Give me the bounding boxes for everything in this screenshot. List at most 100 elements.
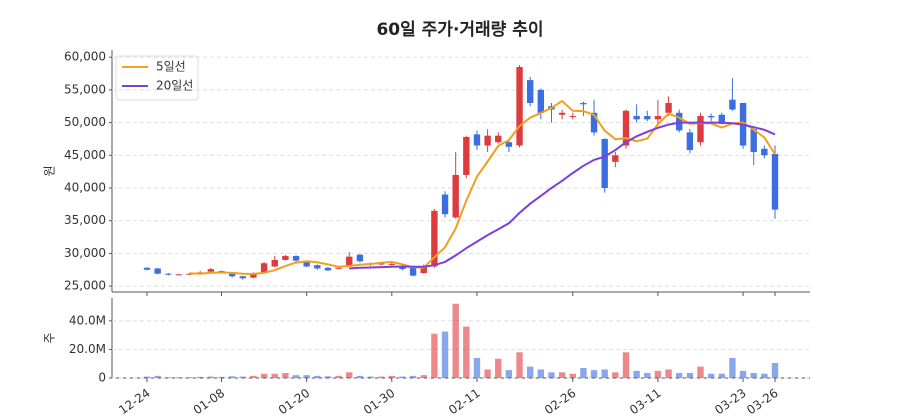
candle-body <box>601 138 608 189</box>
candle-body <box>633 116 640 120</box>
x-tick-label: 03-26 <box>744 386 781 417</box>
volume-bar <box>441 331 449 378</box>
volume-bar <box>473 358 481 378</box>
volume-bar <box>420 375 427 378</box>
volume-bar <box>558 372 566 378</box>
candle-body <box>612 155 619 162</box>
candle-body <box>314 265 321 269</box>
volume-bar <box>324 376 332 378</box>
volume-bar <box>484 369 491 378</box>
volume-bar <box>292 375 300 378</box>
volume-bar <box>729 358 736 378</box>
y-tick-label: 25,000 <box>64 279 106 293</box>
volume-bar <box>463 326 470 378</box>
volume-bar <box>260 373 268 378</box>
candle-body <box>282 256 289 260</box>
y-tick-label: 55,000 <box>64 82 106 96</box>
volume-bar <box>654 370 662 378</box>
candle-body <box>580 102 587 105</box>
candle-body <box>143 267 151 270</box>
volume-bar <box>505 370 513 378</box>
x-tick-label: 01-08 <box>191 386 228 417</box>
candle-body <box>718 114 725 124</box>
volume-bar <box>175 377 183 378</box>
candle-body <box>654 116 662 120</box>
candle-body <box>388 263 396 265</box>
volume-bar <box>218 376 225 378</box>
ma-line <box>189 99 776 275</box>
volume-bar <box>377 376 385 378</box>
candle-body <box>165 273 172 275</box>
candle-body <box>441 194 449 215</box>
candle-body <box>420 266 427 274</box>
candle-body <box>516 67 523 146</box>
volume-bar <box>452 303 459 378</box>
volume-bar <box>346 372 353 378</box>
candle-body <box>590 112 598 133</box>
volume-bar <box>207 376 215 378</box>
volume-bar <box>622 352 630 378</box>
x-tick-label: 02-26 <box>542 386 579 417</box>
volume-bar <box>644 373 651 378</box>
volume-bar <box>314 375 321 378</box>
candle-body <box>175 274 183 276</box>
y-tick-label: 35,000 <box>64 213 106 227</box>
candle-body <box>473 134 481 146</box>
volume-bar <box>228 376 236 378</box>
candle-body <box>399 266 406 270</box>
candle-body <box>686 132 694 151</box>
candle-body <box>250 273 257 278</box>
candle-body <box>207 269 215 272</box>
y-axis-label: 원 <box>43 165 57 176</box>
y-tick-label: 30,000 <box>64 246 106 260</box>
volume-bar <box>495 358 502 378</box>
candle-body <box>154 268 161 274</box>
volume-bar <box>548 372 555 378</box>
candle-body <box>346 256 353 267</box>
y-tick-label: 40.0M <box>69 313 106 327</box>
volume-bar <box>356 375 364 378</box>
legend-label: 5일선 <box>156 60 186 74</box>
candle-body <box>271 259 278 267</box>
volume-bar <box>165 377 172 378</box>
volume-bar <box>739 370 747 378</box>
volume-bar <box>154 375 161 378</box>
volume-bar <box>686 373 694 378</box>
volume-bar <box>590 370 598 378</box>
candle-body <box>409 267 417 276</box>
candle-body <box>377 263 385 265</box>
y-tick-label: 40,000 <box>64 181 106 195</box>
y-tick-label: 20.0M <box>69 342 106 356</box>
candle-body <box>505 142 513 147</box>
chart-title: 60일 주가·거래량 추이 <box>376 20 543 40</box>
volume-bar <box>388 375 396 378</box>
volume-bar <box>239 376 246 378</box>
candle-body <box>495 135 502 143</box>
volume-bar <box>409 375 417 378</box>
volume-bar <box>612 372 619 378</box>
candle-body <box>484 135 491 146</box>
candle-body <box>431 210 438 267</box>
legend-label: 20일선 <box>156 79 193 93</box>
volume-bar <box>335 375 342 378</box>
x-tick-label: 12-24 <box>116 386 153 417</box>
candle-body <box>335 267 342 269</box>
volume-bar <box>516 352 523 378</box>
volume-bar <box>697 366 704 378</box>
x-tick-label: 02-11 <box>446 386 483 417</box>
candle-body <box>665 102 672 113</box>
ma-line <box>349 121 776 270</box>
x-tick-label: 03-11 <box>627 386 664 417</box>
volume-bar <box>271 373 278 378</box>
candle-body <box>239 276 246 279</box>
candle-body <box>750 129 757 153</box>
volume-bar <box>569 373 576 378</box>
candle-body <box>761 148 768 156</box>
candle-body <box>558 112 566 115</box>
x-tick-label: 03-23 <box>712 386 749 417</box>
volume-bar <box>761 373 768 378</box>
x-tick-label: 01-20 <box>276 386 313 417</box>
candle-body <box>303 261 310 267</box>
volume-bar <box>707 373 715 378</box>
candle-body <box>729 99 736 110</box>
